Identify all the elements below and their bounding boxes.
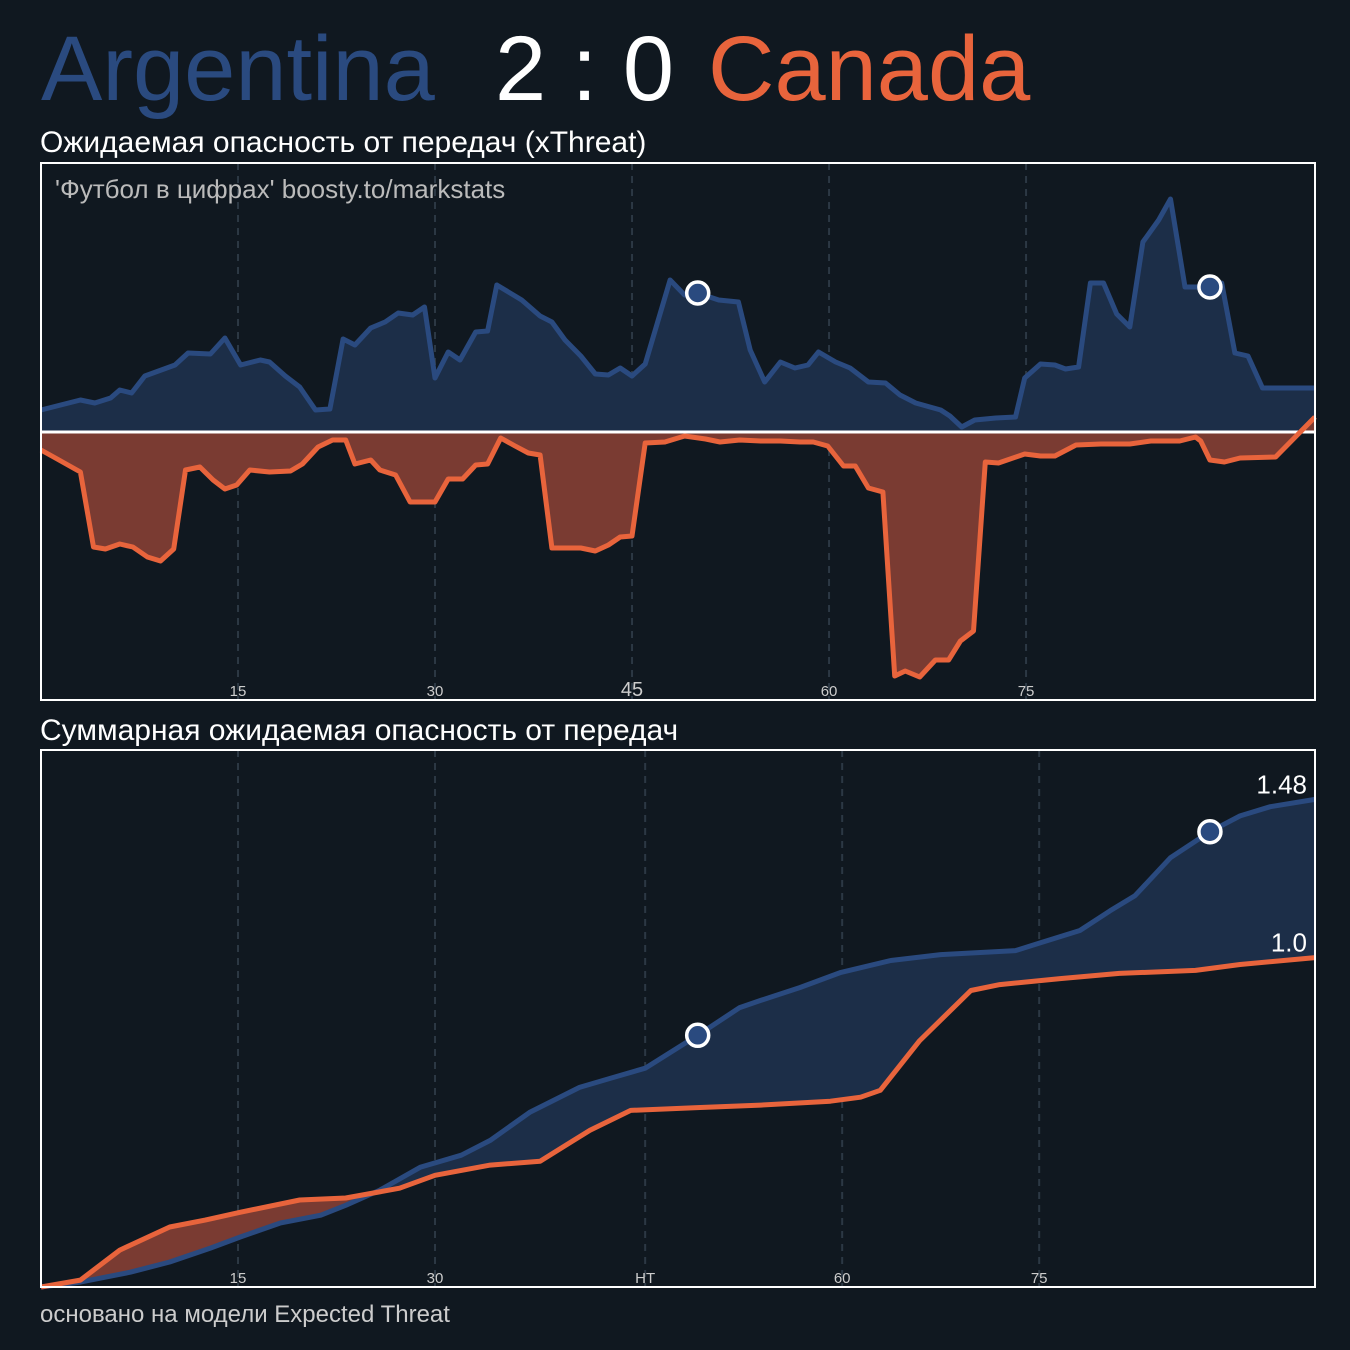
home-team: Argentina (41, 18, 436, 120)
line (40, 955, 1316, 1290)
line (39, 415, 1317, 680)
x-tick-label: HT (635, 1270, 655, 1287)
value-label: 1.48 (1256, 769, 1307, 799)
value-label: 1.0 (1271, 928, 1307, 958)
panel-frame (40, 749, 1316, 1288)
area (41, 199, 1315, 432)
annotation: 'Футбол в цифрах' boosty.to/markstats (55, 174, 505, 204)
score: 2 : 0 (495, 18, 674, 120)
panel-frame (40, 162, 1316, 701)
goal-marker (1197, 274, 1223, 300)
x-tick-label: 75 (1018, 683, 1035, 700)
line (40, 796, 1316, 1290)
x-tick-label: 60 (834, 1270, 851, 1287)
x-tick-label: 60 (821, 683, 838, 700)
goal-marker (684, 280, 711, 306)
x-tick-label: 30 (427, 1270, 444, 1287)
line (40, 196, 1315, 430)
x-tick-label: 45 (621, 679, 643, 701)
goal-marker (684, 1022, 711, 1049)
x-tick-label: 30 (427, 683, 444, 700)
chart-title: Ожидаемая опасность от передач (xThreat) (40, 126, 646, 159)
away-team: Canada (708, 18, 1031, 120)
goal-marker (1197, 818, 1223, 845)
area (41, 417, 1315, 677)
chart-title: Суммарная ожидаемая опасность от передач (40, 714, 678, 747)
x-tick-label: 15 (230, 683, 247, 700)
x-tick-label: 75 (1031, 1270, 1048, 1287)
footer: основано на модели Expected Threat (40, 1301, 450, 1328)
x-tick-label: 15 (230, 1270, 247, 1287)
